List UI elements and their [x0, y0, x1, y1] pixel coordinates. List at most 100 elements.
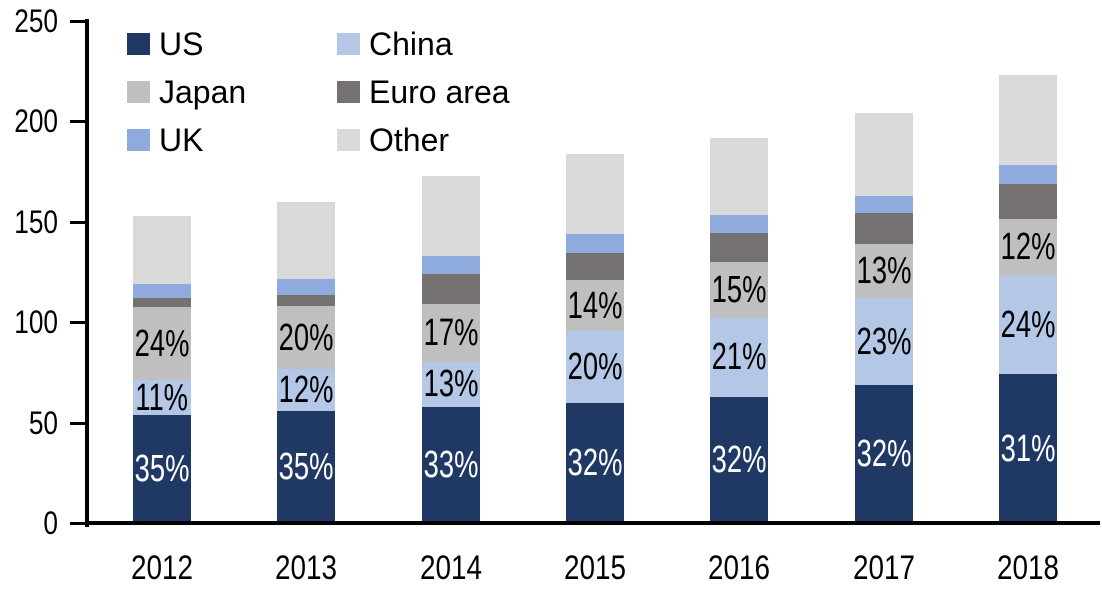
- bar-segment-china: 24%: [998, 276, 1057, 375]
- legend-swatch-icon: [127, 81, 150, 103]
- bar-2015: 32% 20% 14%: [565, 153, 624, 523]
- segment-percent-label: 20%: [278, 316, 334, 359]
- bar-2017: 32% 23% 13%: [854, 113, 913, 523]
- segment-percent-label: 21%: [711, 336, 767, 379]
- chart-legend: US China Japan Euro area UK Other: [127, 20, 597, 164]
- legend-swatch-icon: [127, 33, 150, 55]
- segment-percent-label: 13%: [423, 363, 479, 406]
- y-tick-label: 200: [14, 103, 58, 140]
- bar-segment-euro-area: [277, 295, 336, 307]
- y-tick-label: 0: [43, 505, 58, 541]
- bar-2016: 32% 21% 15%: [710, 137, 769, 523]
- x-axis-line: [85, 521, 1100, 525]
- legend-label: US: [159, 26, 204, 62]
- bar-segment-us: 35%: [133, 414, 191, 523]
- segment-percent-label: 35%: [278, 445, 334, 488]
- segment-percent-label: 12%: [278, 368, 334, 411]
- legend-item-japan: Japan: [127, 68, 337, 116]
- y-axis-tick: [70, 120, 85, 124]
- legend-label: Euro area: [369, 74, 510, 110]
- bar-segment-japan: 17%: [421, 304, 480, 363]
- legend-label: UK: [159, 122, 204, 158]
- bar-segment-uk: [565, 233, 624, 253]
- bar-segment-us: 33%: [421, 406, 480, 523]
- segment-percent-label: 24%: [1000, 304, 1056, 347]
- bar-segment-china: 13%: [421, 362, 480, 407]
- bar-2018: 31% 24% 12%: [998, 75, 1057, 523]
- legend-label: China: [369, 26, 453, 62]
- bar-2012: 35% 11% 24%: [133, 215, 191, 523]
- bar-segment-euro-area: [998, 183, 1057, 219]
- bar-segment-japan: 13%: [854, 243, 913, 299]
- legend-swatch-icon: [127, 129, 150, 151]
- legend-swatch-icon: [337, 129, 360, 151]
- y-tick-label: 100: [14, 304, 58, 341]
- bar-segment-china: 21%: [710, 318, 769, 397]
- x-tick-label: 2014: [419, 549, 482, 587]
- legend-item-euro-area: Euro area: [337, 68, 597, 116]
- bar-segment-other: [998, 75, 1057, 165]
- bar-segment-uk: [133, 284, 191, 299]
- x-tick-label: 2016: [708, 549, 771, 587]
- legend-swatch-icon: [337, 33, 360, 55]
- bar-segment-euro-area: [710, 232, 769, 262]
- legend-swatch-icon: [337, 81, 360, 103]
- bar-segment-euro-area: [854, 212, 913, 244]
- bar-segment-japan: 20%: [277, 306, 336, 370]
- segment-percent-label: 13%: [856, 250, 912, 292]
- segment-percent-label: 32%: [856, 433, 912, 476]
- segment-percent-label: 20%: [567, 345, 623, 388]
- bar-segment-uk: [998, 164, 1057, 184]
- x-tick-label: 2017: [852, 549, 915, 587]
- x-tick-label: 2015: [563, 549, 626, 587]
- segment-percent-label: 12%: [1000, 226, 1056, 269]
- bar-segment-china: 23%: [854, 298, 913, 386]
- segment-percent-label: 32%: [711, 438, 767, 481]
- legend-label: Japan: [159, 74, 247, 110]
- segment-percent-label: 15%: [711, 269, 767, 312]
- bar-2014: 33% 13% 17%: [421, 175, 480, 523]
- x-tick-label: 2013: [275, 549, 338, 587]
- legend-item-us: US: [127, 20, 337, 68]
- y-axis-tick: [70, 20, 85, 23]
- bar-segment-us: 32%: [565, 402, 624, 523]
- segment-percent-label: 23%: [856, 320, 912, 363]
- legend-item-other: Other: [337, 116, 597, 164]
- bar-segment-other: [421, 175, 480, 256]
- bar-segment-other: [710, 137, 769, 215]
- bar-segment-japan: 14%: [565, 280, 624, 332]
- segment-percent-label: 11%: [135, 376, 189, 419]
- bar-segment-uk: [854, 195, 913, 213]
- segment-percent-label: 24%: [134, 322, 190, 365]
- bar-segment-japan: 12%: [998, 218, 1057, 277]
- bar-segment-uk: [710, 214, 769, 233]
- bar-segment-other: [277, 201, 336, 280]
- bar-segment-us: 35%: [277, 410, 336, 523]
- segment-percent-label: 32%: [567, 441, 623, 484]
- y-axis-tick: [70, 321, 85, 325]
- x-tick-label: 2018: [996, 549, 1059, 587]
- bar-2013: 35% 12% 20%: [277, 201, 336, 523]
- y-axis-tick: [70, 421, 85, 425]
- bar-segment-china: 12%: [277, 368, 336, 411]
- y-tick-label: 250: [14, 3, 58, 39]
- bar-segment-japan: 24%: [133, 307, 191, 381]
- legend-item-uk: UK: [127, 116, 337, 164]
- y-tick-label: 50: [28, 404, 58, 441]
- bar-segment-euro-area: [421, 274, 480, 305]
- bar-segment-uk: [421, 255, 480, 275]
- bar-segment-japan: 15%: [710, 261, 769, 319]
- segment-percent-label: 31%: [1000, 427, 1056, 470]
- segment-percent-label: 17%: [423, 312, 479, 355]
- y-axis-tick: [70, 522, 85, 525]
- bar-segment-other: [133, 215, 191, 285]
- bar-segment-euro-area: [133, 298, 191, 308]
- segment-percent-label: 33%: [423, 443, 479, 486]
- bar-segment-us: 31%: [998, 374, 1057, 523]
- bar-segment-china: 20%: [565, 331, 624, 403]
- x-tick-label: 2012: [130, 549, 194, 587]
- bar-segment-other: [565, 153, 624, 234]
- bar-segment-us: 32%: [854, 385, 913, 523]
- y-tick-label: 150: [14, 203, 58, 240]
